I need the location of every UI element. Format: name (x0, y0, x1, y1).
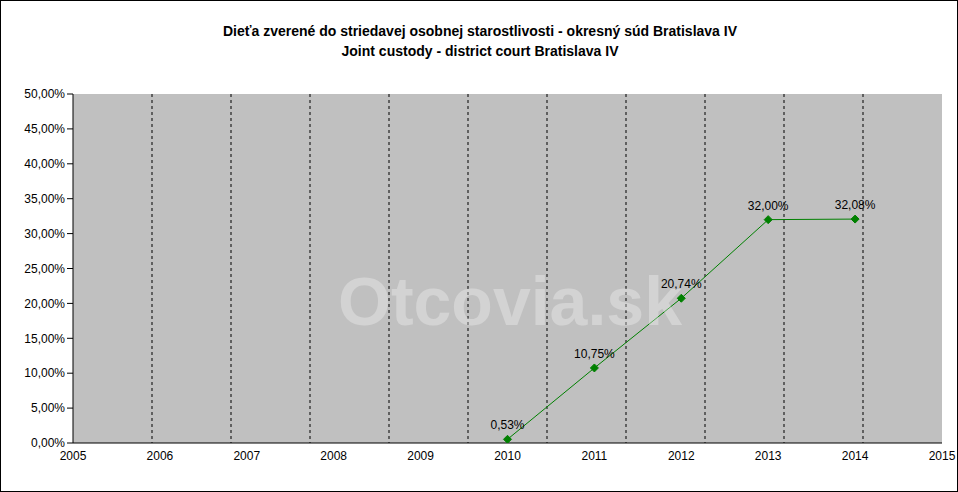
svg-text:2014: 2014 (842, 449, 869, 463)
svg-text:40,00%: 40,00% (24, 157, 65, 171)
svg-text:32,00%: 32,00% (748, 199, 789, 213)
svg-text:2011: 2011 (581, 449, 607, 463)
svg-text:2015: 2015 (929, 449, 950, 463)
svg-text:45,00%: 45,00% (24, 122, 65, 136)
svg-text:2010: 2010 (494, 449, 521, 463)
svg-text:25,00%: 25,00% (24, 262, 65, 276)
svg-text:2013: 2013 (755, 449, 782, 463)
svg-text:5,00%: 5,00% (31, 401, 65, 415)
svg-text:2006: 2006 (147, 449, 174, 463)
svg-text:0,00%: 0,00% (31, 436, 65, 450)
svg-text:32,08%: 32,08% (835, 198, 876, 212)
svg-text:10,00%: 10,00% (24, 366, 65, 380)
svg-text:50,00%: 50,00% (24, 87, 65, 101)
svg-text:20,74%: 20,74% (661, 277, 702, 291)
svg-text:15,00%: 15,00% (24, 332, 65, 346)
svg-text:10,75%: 10,75% (574, 347, 615, 361)
svg-text:2007: 2007 (233, 449, 260, 463)
svg-text:30,00%: 30,00% (24, 227, 65, 241)
svg-text:2012: 2012 (668, 449, 695, 463)
svg-text:35,00%: 35,00% (24, 192, 65, 206)
svg-text:2008: 2008 (320, 449, 347, 463)
svg-text:20,00%: 20,00% (24, 297, 65, 311)
svg-text:2009: 2009 (407, 449, 434, 463)
svg-text:0,53%: 0,53% (490, 418, 524, 432)
svg-text:2005: 2005 (60, 449, 87, 463)
